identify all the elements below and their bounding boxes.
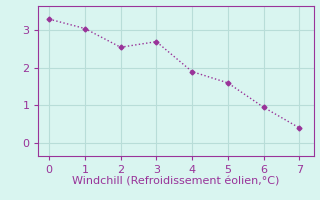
X-axis label: Windchill (Refroidissement éolien,°C): Windchill (Refroidissement éolien,°C) bbox=[72, 176, 280, 186]
